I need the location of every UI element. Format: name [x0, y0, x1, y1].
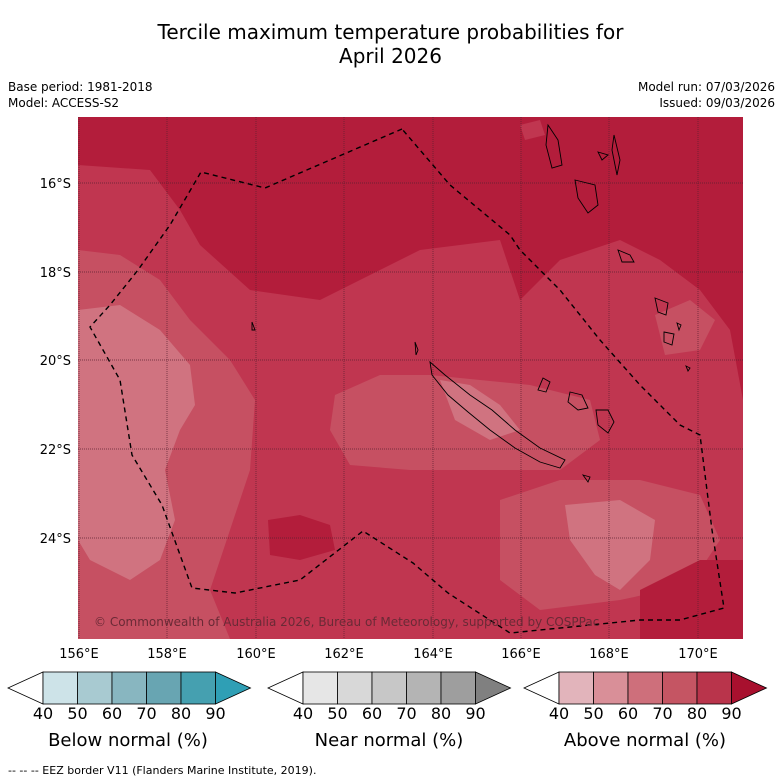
eez-border	[89, 128, 725, 634]
colorbar-tick-label: 70	[136, 704, 156, 723]
lon-label: 166°E	[501, 647, 541, 662]
lat-label: 22°S	[40, 443, 71, 458]
copyright-notice: © Commonwealth of Australia 2026, Bureau…	[94, 615, 599, 629]
colorbar-tick-label: 70	[652, 704, 672, 723]
colorbar-swatch	[267, 671, 304, 705]
colorbar-swatch	[337, 671, 373, 705]
colorbar-tick-label: 90	[465, 704, 485, 723]
latitude-labels: 16°S 18°S 20°S 22°S 24°S	[40, 177, 71, 547]
colorbar-swatch	[146, 671, 182, 705]
colorbar-tick-label: 70	[396, 704, 416, 723]
colorbar-swatch	[696, 671, 732, 705]
probability-field	[78, 117, 743, 639]
lon-label: 156°E	[59, 647, 99, 662]
colorbar-tick-label: 90	[205, 704, 225, 723]
lon-label: 164°E	[413, 647, 453, 662]
lon-label: 158°E	[147, 647, 187, 662]
lat-label: 24°S	[40, 532, 71, 547]
colorbar-swatch	[731, 671, 768, 705]
colorbar-swatch	[77, 671, 113, 705]
lon-label: 160°E	[236, 647, 276, 662]
colorbar-swatch	[662, 671, 698, 705]
colorbar-swatch	[440, 671, 476, 705]
colorbar-above-normal: 40 50 60 70 80 90	[523, 671, 768, 723]
graticule	[78, 117, 743, 639]
coastlines	[251, 123, 691, 483]
colorbar-label-above: Above normal (%)	[563, 730, 727, 751]
colorbar-swatch	[627, 671, 663, 705]
colorbar-swatch	[215, 671, 252, 705]
lon-label: 162°E	[324, 647, 364, 662]
base-period: Base period: 1981-2018	[8, 80, 153, 94]
colorbar-tick-label: 80	[687, 704, 707, 723]
colorbar-tick-label: 90	[721, 704, 741, 723]
colorbar-tick-label: 80	[171, 704, 191, 723]
issued-date: Issued: 09/03/2026	[659, 96, 775, 110]
eez-legend-note: -- -- -- EEZ border V11 (Flanders Marine…	[8, 764, 317, 777]
colorbar-swatch	[42, 671, 78, 705]
title-line-2: April 2026	[339, 44, 442, 68]
title-line-1: Tercile maximum temperature probabilitie…	[157, 20, 624, 44]
colorbar-swatch	[7, 671, 44, 705]
colorbar-swatch	[371, 671, 407, 705]
colorbar-tick-label: 80	[431, 704, 451, 723]
longitude-labels: 156°E 158°E 160°E 162°E 164°E 166°E 168°…	[59, 647, 718, 662]
colorbar-swatch	[406, 671, 442, 705]
lat-label: 16°S	[40, 177, 71, 192]
lon-label: 170°E	[678, 647, 718, 662]
model-run: Model run: 07/03/2026	[637, 80, 775, 94]
colorbar-tick-label: 60	[102, 704, 122, 723]
colorbar-swatch	[523, 671, 560, 705]
colorbar-swatch	[593, 671, 629, 705]
colorbar-swatch	[180, 671, 216, 705]
colorbar-below-normal: 40 50 60 70 80 90	[7, 671, 252, 723]
colorbar-swatch	[302, 671, 338, 705]
model-name: Model: ACCESS-S2	[8, 96, 120, 110]
colorbar-swatch	[475, 671, 512, 705]
colorbar-tick-label: 50	[327, 704, 347, 723]
colorbar-swatch	[111, 671, 147, 705]
lon-label: 168°E	[589, 647, 629, 662]
colorbar-swatch	[558, 671, 594, 705]
colorbar-tick-label: 40	[33, 704, 53, 723]
colorbar-near-normal: 40 50 60 70 80 90	[267, 671, 512, 723]
colorbar-tick-label: 40	[549, 704, 569, 723]
colorbar-tick-label: 50	[583, 704, 603, 723]
lat-label: 18°S	[40, 266, 71, 281]
lat-label: 20°S	[40, 354, 71, 369]
colorbar-tick-label: 40	[293, 704, 313, 723]
colorbar-tick-label: 60	[618, 704, 638, 723]
colorbar-label-near: Near normal (%)	[314, 730, 464, 751]
colorbar-tick-label: 60	[362, 704, 382, 723]
colorbar-tick-label: 50	[67, 704, 87, 723]
colorbar-label-below: Below normal (%)	[48, 730, 208, 751]
